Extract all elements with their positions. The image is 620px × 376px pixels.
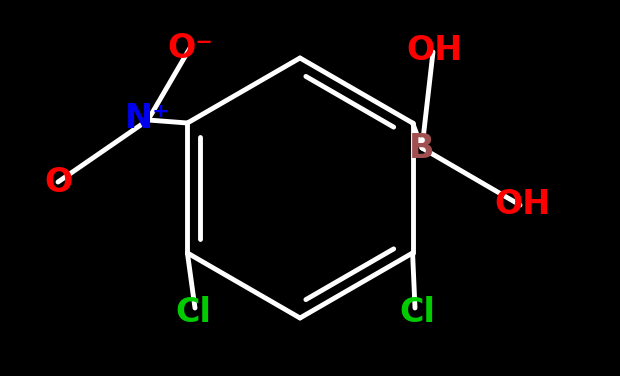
Text: O: O <box>44 165 72 199</box>
Text: B: B <box>409 132 435 165</box>
Text: Cl: Cl <box>175 296 211 329</box>
Text: OH: OH <box>407 33 463 67</box>
Text: Cl: Cl <box>399 296 435 329</box>
Text: N⁺: N⁺ <box>125 102 171 135</box>
Text: OH: OH <box>495 188 551 221</box>
Text: O⁻: O⁻ <box>167 32 213 65</box>
